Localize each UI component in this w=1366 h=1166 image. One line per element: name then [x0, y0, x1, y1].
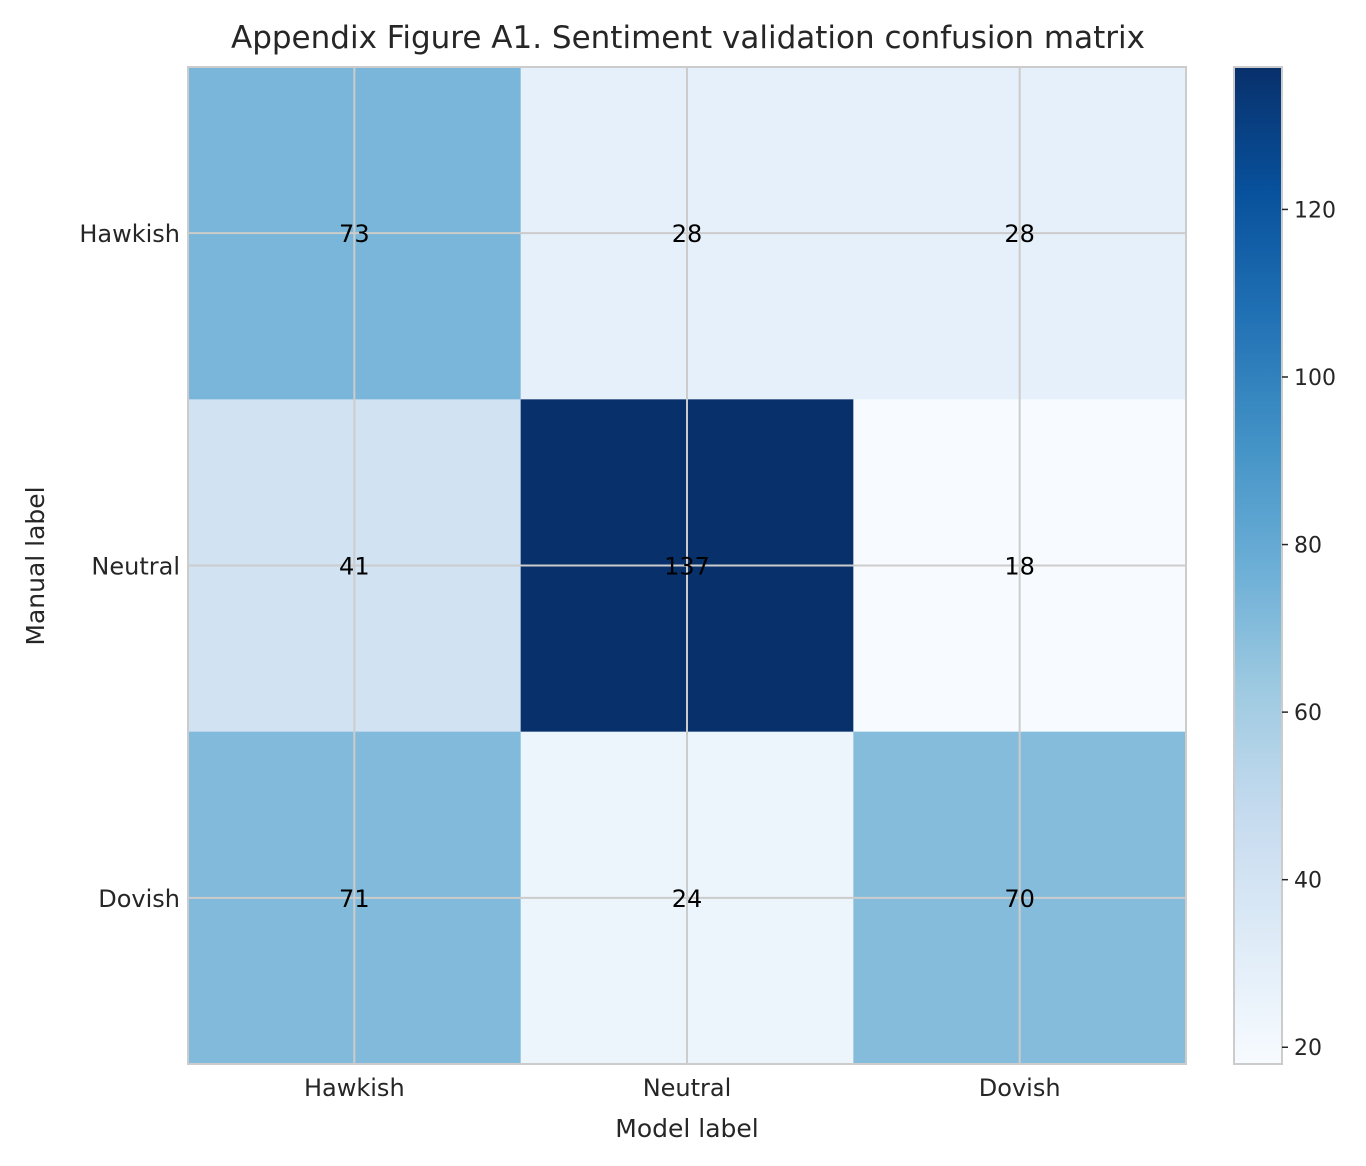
- x-axis-ticks: Hawkish Neutral Dovish: [304, 1074, 1061, 1102]
- x-tick-label: Dovish: [979, 1074, 1061, 1102]
- colorbar-tick-label: 20: [1294, 1036, 1322, 1061]
- colorbar-ticks: 20 40 60 80 100 120: [1282, 198, 1336, 1061]
- x-tick-label: Neutral: [643, 1074, 732, 1102]
- cell-value-labels: 73 28 28 41 137 18 71 24 70: [339, 220, 1035, 913]
- colorbar-tick-label: 100: [1294, 366, 1336, 391]
- y-tick-label: Hawkish: [79, 220, 180, 248]
- cell-value-label: 28: [1004, 220, 1035, 248]
- colorbar-tick-label: 80: [1294, 534, 1322, 559]
- chart-title: Appendix Figure A1. Sentiment validation…: [231, 20, 1145, 56]
- cell-value-label: 28: [672, 220, 703, 248]
- colorbar-gradient: [1233, 66, 1283, 1065]
- colorbar-tick-label: 40: [1294, 869, 1322, 894]
- cell-value-label: 137: [664, 553, 710, 581]
- y-axis-label: Manual label: [21, 486, 50, 645]
- colorbar-tick-label: 60: [1294, 701, 1322, 726]
- colorbar: 20 40 60 80 100 120: [1233, 66, 1336, 1065]
- cell-value-label: 71: [339, 885, 370, 913]
- x-tick-label: Hawkish: [304, 1074, 405, 1102]
- plot-frame: [187, 66, 1187, 1065]
- cell-value-label: 18: [1004, 553, 1035, 581]
- cell-value-label: 73: [339, 220, 370, 248]
- x-axis-label: Model label: [615, 1114, 758, 1143]
- y-axis-ticks: Hawkish Neutral Dovish: [79, 220, 180, 913]
- grid-lines: [188, 67, 1186, 1064]
- y-tick-label: Neutral: [91, 553, 180, 581]
- cell-value-label: 24: [672, 885, 703, 913]
- colorbar-tick-label: 120: [1294, 198, 1336, 223]
- y-tick-label: Dovish: [98, 885, 180, 913]
- cell-value-label: 41: [339, 553, 370, 581]
- cell-value-label: 70: [1004, 885, 1035, 913]
